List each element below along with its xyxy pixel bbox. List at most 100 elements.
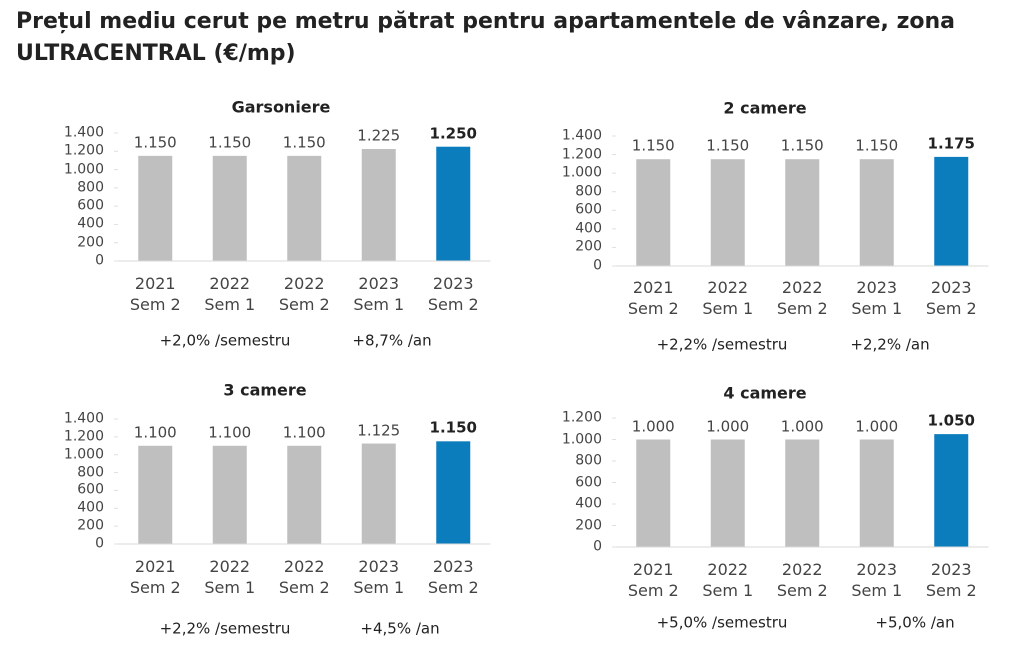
bar xyxy=(859,159,894,266)
value-label: 1.150 xyxy=(631,136,675,155)
y-tick-label: 1.200 xyxy=(561,409,602,426)
annotation: +2,2% /semestru xyxy=(159,619,291,638)
value-label: 1.150 xyxy=(855,136,899,155)
y-tick-label: 800 xyxy=(77,464,104,481)
value-label: 1.150 xyxy=(780,136,824,155)
y-tick-label: 800 xyxy=(575,183,602,200)
y-tick-label: 1.000 xyxy=(63,446,104,463)
value-label: 1.050 xyxy=(927,411,975,430)
y-tick-label: 200 xyxy=(77,517,104,534)
bar xyxy=(361,443,396,544)
bar xyxy=(710,159,745,266)
x-tick-label: 2022 Sem 2 xyxy=(776,278,828,318)
y-tick-label: 400 xyxy=(575,495,602,512)
y-tick-label: 0 xyxy=(593,538,602,555)
bar xyxy=(436,146,471,261)
x-tick-label: 2021 Sem 2 xyxy=(627,560,679,600)
y-tick-label: 1.400 xyxy=(63,410,104,427)
value-label: 1.150 xyxy=(133,133,177,152)
value-label: 1.150 xyxy=(282,133,326,152)
bar xyxy=(785,159,820,266)
value-label: 1.100 xyxy=(133,423,177,442)
y-tick-label: 1.000 xyxy=(561,164,602,181)
x-tick-label: 2022 Sem 2 xyxy=(278,557,330,597)
annotation: +2,2% /an xyxy=(850,335,930,354)
bar xyxy=(361,149,396,261)
x-tick-label: 2021 Sem 2 xyxy=(627,278,679,318)
y-tick-label: 800 xyxy=(575,452,602,469)
x-tick-label: 2022 Sem 1 xyxy=(204,557,256,597)
bar xyxy=(934,156,969,266)
x-tick-label: 2022 Sem 2 xyxy=(776,560,828,600)
bar xyxy=(138,445,173,544)
annotation: +8,7% /an xyxy=(352,331,432,350)
x-tick-label: 2023 Sem 1 xyxy=(353,274,405,314)
x-tick-label: 2023 Sem 2 xyxy=(427,557,479,597)
value-label: 1.000 xyxy=(631,417,675,435)
value-label: 1.125 xyxy=(357,421,401,440)
value-label: 1.100 xyxy=(208,423,252,442)
bar xyxy=(710,439,745,547)
x-tick-label: 2021 Sem 2 xyxy=(129,274,181,314)
bar xyxy=(212,445,247,544)
value-label: 1.150 xyxy=(429,418,477,437)
y-tick-label: 200 xyxy=(575,238,602,255)
x-tick-label: 2022 Sem 1 xyxy=(702,278,754,318)
y-tick-label: 800 xyxy=(77,179,104,196)
y-tick-label: 1.400 xyxy=(561,127,602,144)
y-tick-label: 1.200 xyxy=(561,146,602,163)
annotation: +2,2% /semestru xyxy=(656,335,788,354)
value-label: 1.250 xyxy=(429,124,477,143)
annotation: +4,5% /an xyxy=(360,619,440,638)
y-tick-label: 0 xyxy=(95,252,104,269)
annotation: +2,0% /semestru xyxy=(159,331,291,350)
y-tick-label: 600 xyxy=(77,197,104,214)
y-tick-label: 400 xyxy=(77,215,104,232)
annotation: +5,0% /semestru xyxy=(656,613,788,632)
y-tick-label: 0 xyxy=(95,535,104,552)
y-tick-label: 600 xyxy=(77,481,104,498)
y-tick-label: 1.400 xyxy=(63,124,104,141)
chart-title: 3 camere xyxy=(223,380,307,400)
y-tick-label: 1.000 xyxy=(561,431,602,447)
y-tick-label: 600 xyxy=(575,201,602,218)
y-tick-label: 200 xyxy=(575,517,602,533)
y-tick-label: 400 xyxy=(77,499,104,516)
value-label: 1.000 xyxy=(780,417,824,435)
bar xyxy=(138,155,173,261)
bar xyxy=(785,439,820,547)
value-label: 1.100 xyxy=(282,423,326,442)
value-label: 1.000 xyxy=(706,417,750,435)
y-tick-label: 600 xyxy=(575,474,602,490)
bar xyxy=(287,155,322,261)
value-label: 1.150 xyxy=(208,133,252,152)
bar xyxy=(859,439,894,547)
y-tick-label: 400 xyxy=(575,220,602,237)
x-tick-label: 2023 Sem 1 xyxy=(851,278,903,318)
x-tick-label: 2023 Sem 2 xyxy=(427,274,479,314)
y-tick-label: 1.200 xyxy=(63,142,104,159)
x-tick-label: 2023 Sem 1 xyxy=(851,560,903,600)
y-tick-label: 0 xyxy=(593,257,602,274)
y-tick-label: 1.200 xyxy=(63,428,104,445)
bar xyxy=(287,445,322,544)
y-tick-label: 1.000 xyxy=(63,161,104,178)
x-tick-label: 2023 Sem 1 xyxy=(353,557,405,597)
x-tick-label: 2022 Sem 1 xyxy=(204,274,256,314)
bar xyxy=(212,155,247,261)
y-tick-label: 200 xyxy=(77,234,104,251)
bar xyxy=(436,441,471,544)
chart-title: 4 camere xyxy=(723,383,807,403)
x-tick-label: 2022 Sem 1 xyxy=(702,560,754,600)
chart-title: Garsoniere xyxy=(231,97,331,117)
value-label: 1.150 xyxy=(706,136,750,155)
chart-title: 2 camere xyxy=(723,98,807,118)
bar xyxy=(636,159,671,266)
x-tick-label: 2022 Sem 2 xyxy=(278,274,330,314)
annotation: +5,0% /an xyxy=(875,613,955,632)
x-tick-label: 2023 Sem 2 xyxy=(925,278,977,318)
page-title: Prețul mediu cerut pe metru pătrat pentr… xyxy=(16,9,955,66)
x-tick-label: 2023 Sem 2 xyxy=(925,560,977,600)
